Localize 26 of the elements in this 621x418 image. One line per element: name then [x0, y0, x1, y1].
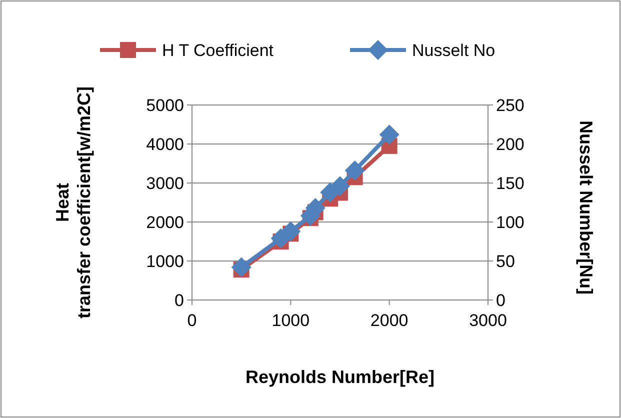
y2-tick-label: 50: [496, 252, 515, 271]
point: [330, 176, 350, 196]
point: [344, 160, 365, 181]
y-tick-label: 3000: [146, 174, 184, 193]
x-tick-label: 3000: [469, 311, 507, 330]
legend-label: Nusselt No: [412, 40, 496, 60]
y-tick-label: 2000: [146, 212, 184, 232]
y-tick-label: 1000: [146, 252, 184, 271]
y-axis-title: Heat transfer coefficient[w/m2C]: [52, 86, 94, 319]
point: [280, 221, 301, 242]
y2-axis-title: Nusselt Number[Nu]: [576, 120, 596, 295]
y-tick-label: 4000: [146, 134, 184, 154]
x-axis-title: Reynolds Number[Re]: [245, 367, 435, 387]
y2-tick-label: 150: [496, 174, 524, 193]
legend-label: H T Coefficient: [162, 40, 274, 60]
y2-tick-label: 200: [496, 134, 524, 154]
y2-tick-label: 100: [496, 212, 524, 232]
x-tick-label: 1000: [272, 311, 310, 330]
x-tick-label: 0: [187, 311, 197, 330]
y-tick-label: 5000: [146, 96, 184, 115]
y-tick-label: 0: [174, 290, 184, 310]
point: [379, 124, 400, 145]
y2-tick-label: 0: [496, 290, 506, 310]
x-tick-label: 2000: [370, 311, 408, 330]
point: [231, 257, 252, 278]
y2-tick-label: 250: [496, 96, 524, 115]
